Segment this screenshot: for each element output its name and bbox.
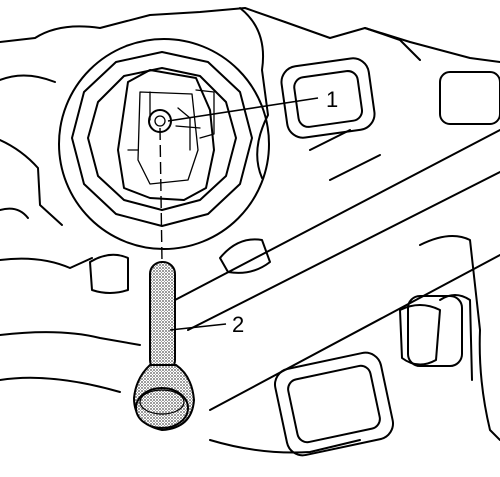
callout-label-1: 1 [326,87,338,112]
housing-bosses [274,57,500,457]
access-port [58,38,270,250]
timing-chain-guide [117,69,215,201]
locking-pin-tool [132,261,196,432]
alignment-dashed-line [159,127,163,263]
callout-label-2: 2 [232,312,244,337]
callout-leader-1 [167,97,319,122]
callout-leader-2 [169,323,227,331]
engine-housing [0,7,500,454]
